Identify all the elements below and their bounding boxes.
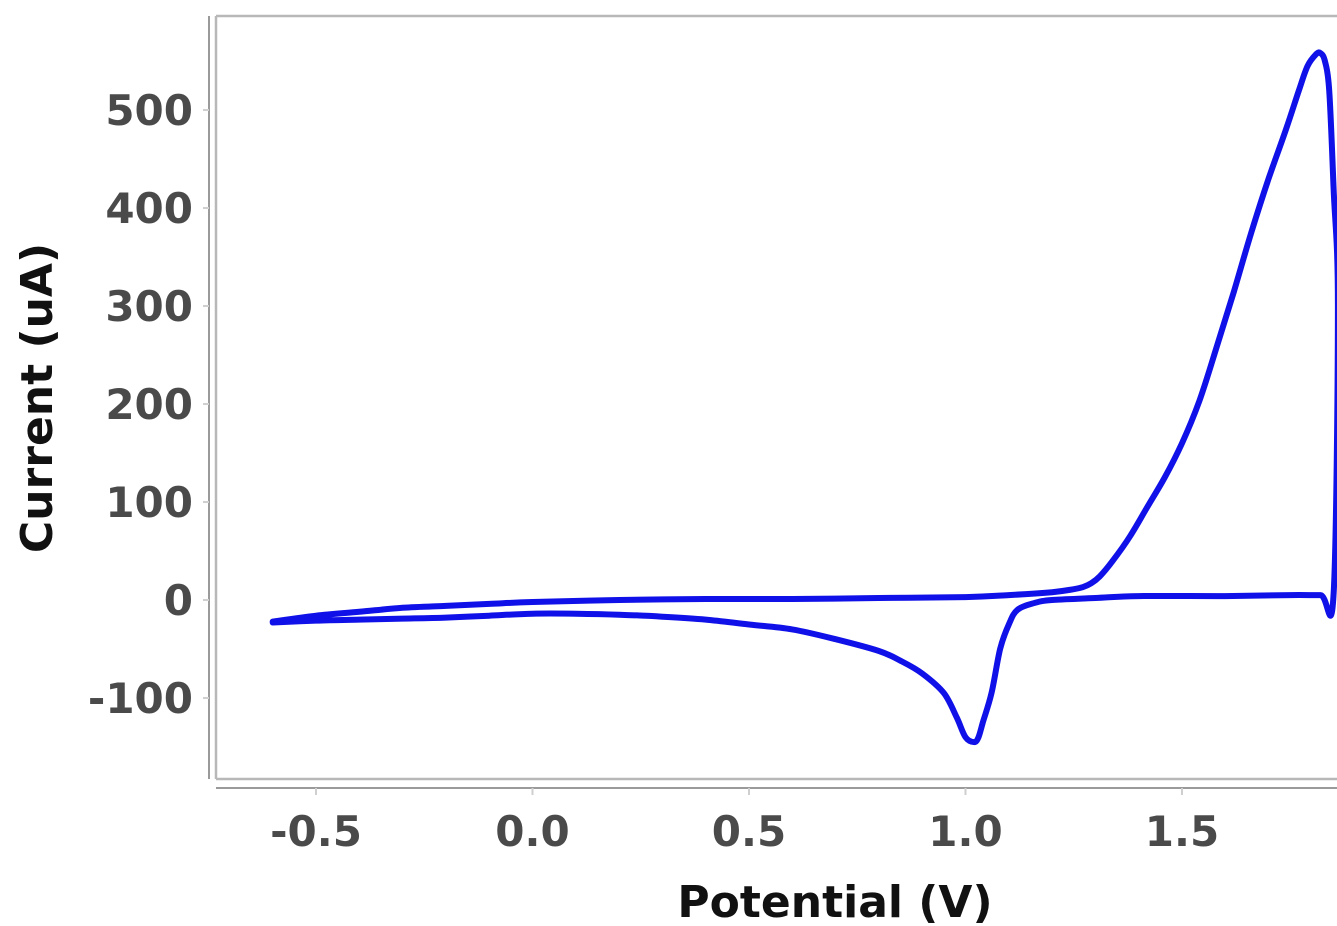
x-tick-label: -0.5 (270, 807, 362, 856)
x-tick-label: 1.5 (1145, 807, 1219, 856)
y-axis-ticks: -100 0 100 200 300 400 500 (88, 86, 209, 723)
x-axis-ticks: -0.5 0.0 0.5 1.0 1.5 (270, 788, 1219, 856)
x-axis-title: Potential (V) (677, 877, 992, 926)
y-tick-label: 500 (105, 86, 193, 135)
y-axis-title: Current (uA) (12, 243, 63, 553)
y-tick-label: 200 (105, 380, 193, 429)
plot-frame (208, 14, 1337, 789)
series-layer (269, 49, 1337, 746)
x-tick-label: 0.0 (495, 807, 569, 856)
y-tick-label: -100 (88, 674, 193, 723)
y-tick-label: 400 (105, 184, 193, 233)
y-tick-label: 300 (105, 282, 193, 331)
y-tick-label: 0 (164, 576, 193, 625)
y-tick-label: 100 (105, 478, 193, 527)
cv-series-line (269, 49, 1337, 746)
x-tick-label: 0.5 (712, 807, 786, 856)
x-tick-label: 1.0 (928, 807, 1002, 856)
